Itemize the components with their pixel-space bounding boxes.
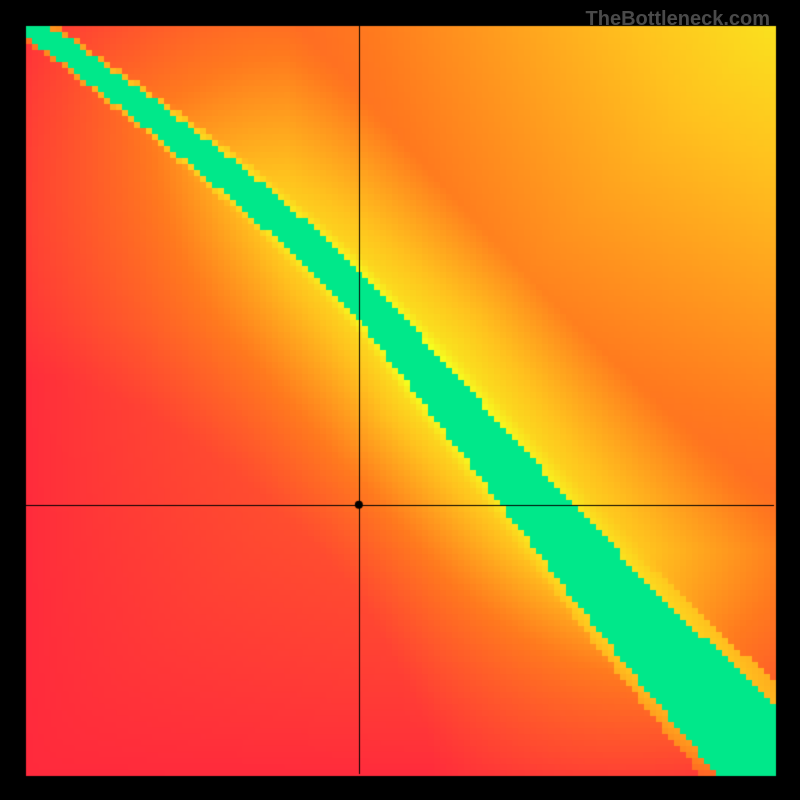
- chart-container: TheBottleneck.com: [0, 0, 800, 800]
- watermark-text: TheBottleneck.com: [586, 8, 770, 31]
- heatmap-canvas: [0, 0, 800, 800]
